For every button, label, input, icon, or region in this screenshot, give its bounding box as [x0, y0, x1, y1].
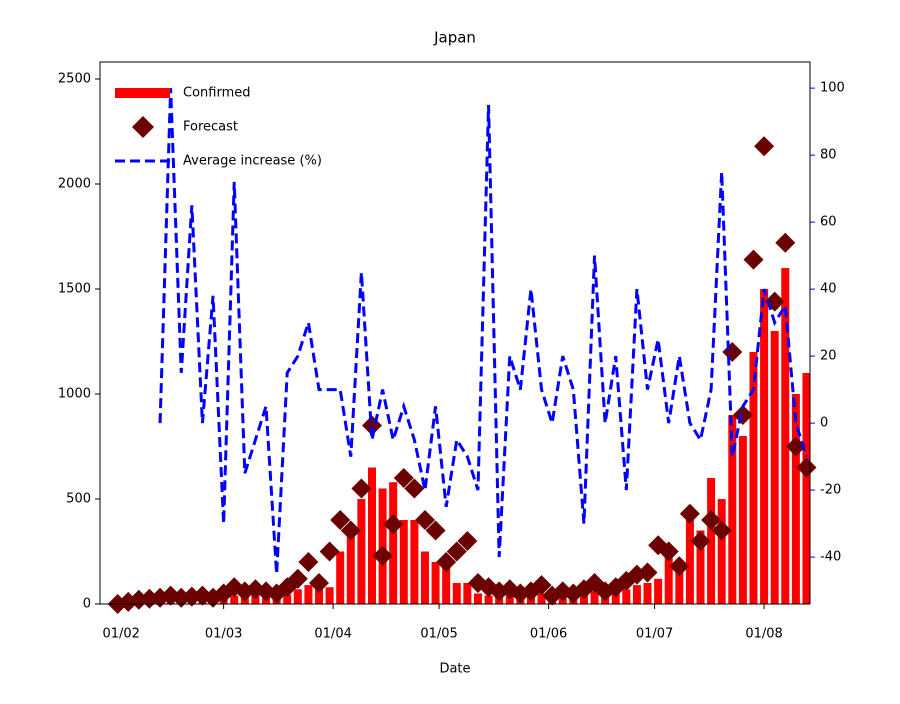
forecast-point: [722, 342, 742, 362]
bar: [400, 520, 408, 604]
forecast-point: [754, 136, 774, 156]
bar: [432, 562, 440, 604]
y-tick-label: 0: [83, 597, 91, 612]
bar: [771, 331, 779, 604]
y-tick-label: 2000: [58, 177, 91, 192]
y2-tick-label: 80: [820, 148, 837, 163]
y-tick-label: 1000: [58, 387, 91, 402]
legend-swatch: [115, 88, 170, 98]
forecast-point: [743, 250, 763, 270]
bar: [622, 589, 630, 604]
y2-tick-label: 0: [820, 416, 828, 431]
bar: [792, 394, 800, 604]
y2-tick-label: 60: [820, 215, 837, 230]
forecast-point: [298, 552, 318, 572]
chart-title: Japan: [433, 29, 476, 47]
legend-label: Forecast: [183, 120, 238, 135]
bar: [654, 579, 662, 604]
x-tick-label: 01/06: [530, 627, 567, 642]
forecast-point: [775, 233, 795, 253]
bar: [389, 482, 397, 604]
bar: [781, 268, 789, 604]
x-tick-label: 01/02: [102, 627, 139, 642]
bar: [453, 583, 461, 604]
x-tick-label: 01/05: [420, 627, 457, 642]
bar: [294, 589, 302, 604]
legend-label: Confirmed: [183, 86, 251, 101]
y2-tick-label: -40: [820, 550, 841, 565]
legend-swatch: [132, 116, 154, 138]
bar: [326, 587, 334, 604]
bar: [633, 585, 641, 604]
x-tick-label: 01/04: [314, 627, 351, 642]
bar: [357, 499, 365, 604]
bar: [739, 436, 747, 604]
y-tick-label: 1500: [58, 282, 91, 297]
bar: [474, 594, 482, 604]
x-axis-label: Date: [439, 662, 470, 677]
bar: [802, 373, 810, 604]
y2-tick-label: 20: [820, 349, 837, 364]
bar: [686, 520, 694, 604]
plot-frame: [100, 62, 810, 604]
y-tick-label: 500: [66, 492, 91, 507]
bar: [336, 552, 344, 604]
x-tick-label: 01/03: [205, 627, 242, 642]
x-tick-label: 01/08: [745, 627, 782, 642]
bar: [421, 552, 429, 604]
bar: [718, 499, 726, 604]
bar: [760, 289, 768, 604]
bar: [410, 520, 418, 604]
y2-tick-label: -20: [820, 483, 841, 498]
x-tick-label: 01/07: [636, 627, 673, 642]
bar: [644, 583, 652, 604]
y2-tick-label: 100: [820, 81, 845, 96]
legend-label: Average increase (%): [183, 154, 322, 169]
bar: [304, 585, 312, 604]
y-tick-label: 2500: [58, 72, 91, 87]
bar: [347, 531, 355, 604]
bar: [463, 583, 471, 604]
y2-tick-label: 40: [820, 282, 837, 297]
forecast-point: [680, 504, 700, 524]
